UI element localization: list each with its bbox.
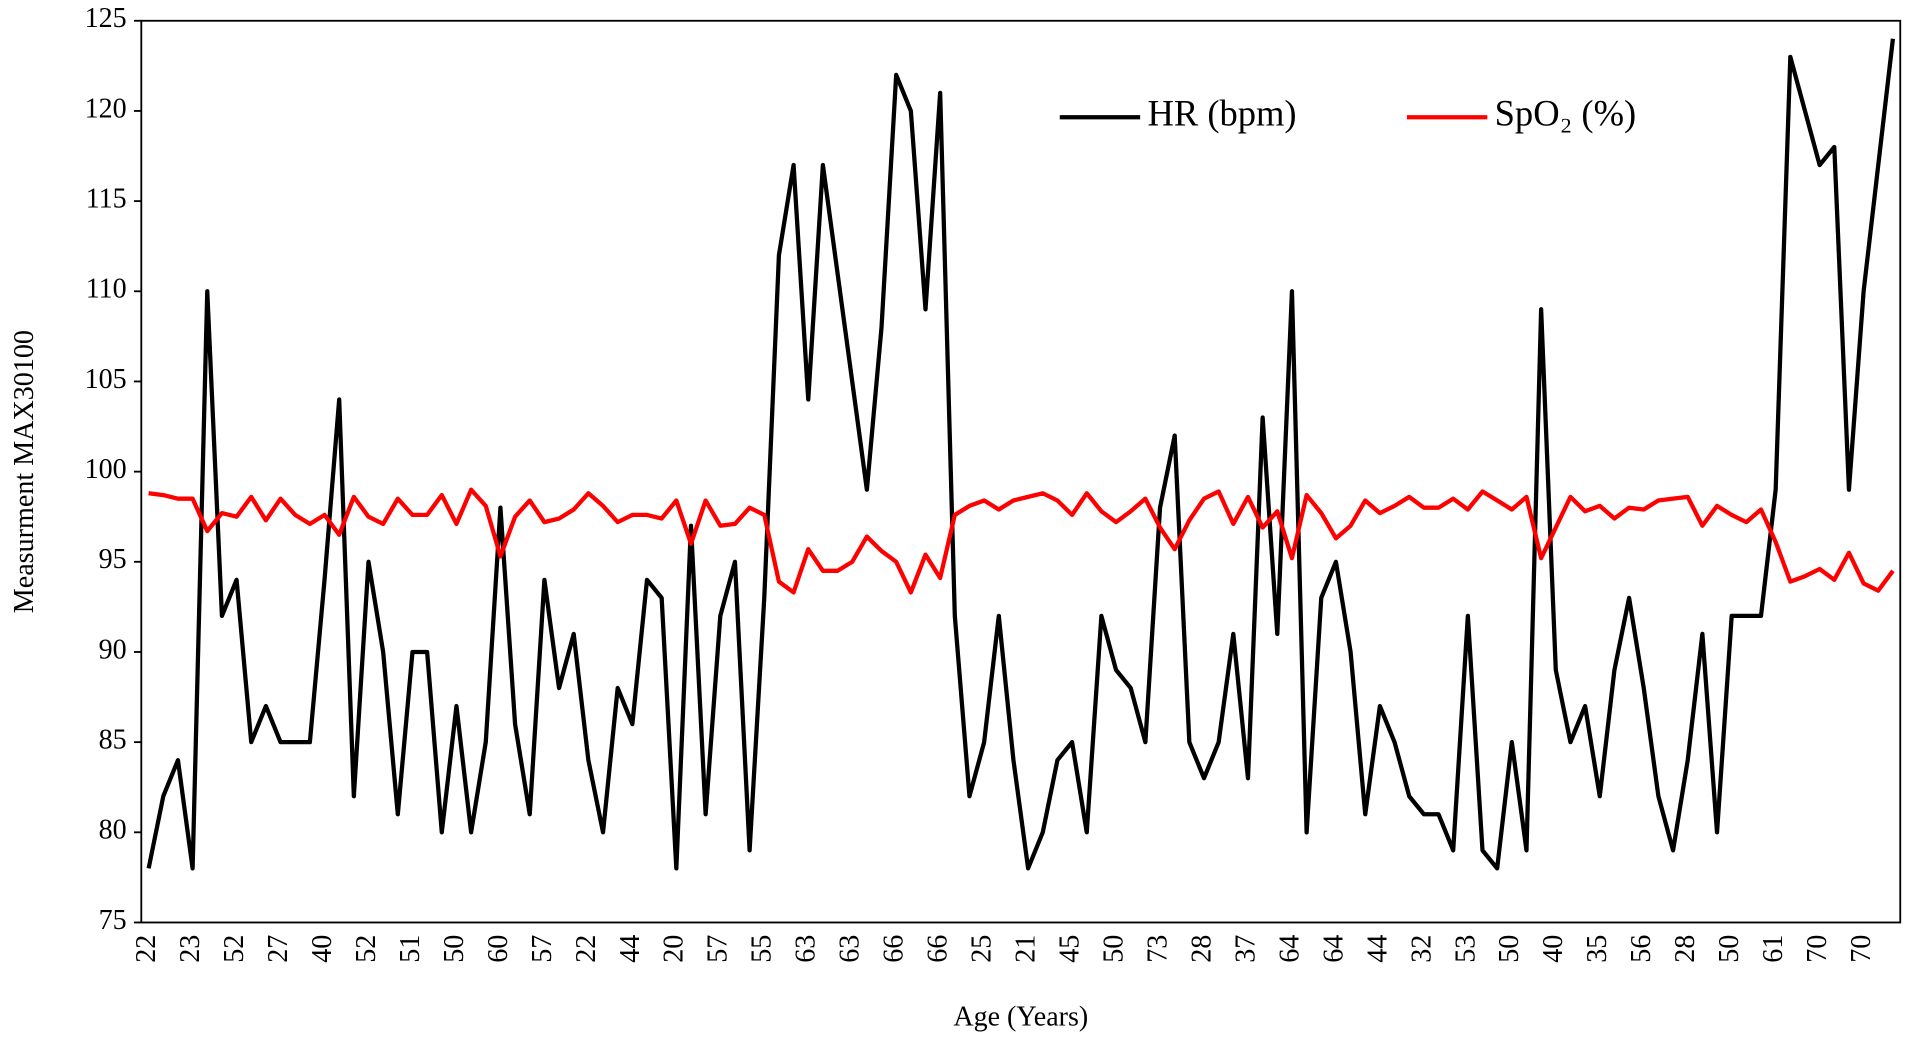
x-tick-label: 50 <box>1714 935 1745 963</box>
x-tick-label: 53 <box>1450 935 1481 963</box>
x-tick-label: 64 <box>1274 935 1305 963</box>
x-tick-label: 20 <box>659 935 690 963</box>
x-tick-label: 50 <box>439 935 470 963</box>
y-tick-label: 105 <box>85 364 127 395</box>
x-tick-label: 66 <box>879 935 910 963</box>
y-tick-label: 100 <box>85 454 127 485</box>
y-tick-label: 80 <box>99 815 127 846</box>
x-tick-label: 64 <box>1318 935 1349 963</box>
x-tick-label: 45 <box>1055 935 1086 963</box>
y-tick-label: 85 <box>99 725 127 756</box>
series-line <box>146 38 1896 871</box>
y-tick-label: 75 <box>99 905 127 936</box>
x-tick-label: 57 <box>527 935 558 963</box>
x-tick-label: 37 <box>1230 935 1261 963</box>
x-tick-label: 63 <box>835 935 866 963</box>
x-tick-label: 40 <box>307 935 338 963</box>
x-tick-label: 55 <box>747 935 778 963</box>
series-line <box>148 487 1895 595</box>
y-tick-label: 95 <box>99 544 127 575</box>
x-tick-label: 44 <box>1362 935 1393 963</box>
x-tick-label: 22 <box>131 935 162 963</box>
x-tick-label: 27 <box>263 935 294 963</box>
x-tick-label: 32 <box>1406 935 1437 963</box>
x-tick-label: 52 <box>219 935 250 963</box>
x-tick-label: 73 <box>1142 935 1173 963</box>
legend-label: SpO₂ (%) <box>1495 93 1637 134</box>
legend-label: HR (bpm) <box>1147 93 1296 134</box>
x-tick-label: 57 <box>703 935 734 963</box>
y-axis-title: Measurment MAX30100 <box>9 330 40 613</box>
x-tick-label: 40 <box>1538 935 1569 963</box>
x-tick-label: 44 <box>615 935 646 963</box>
x-tick-label: 50 <box>1099 935 1130 963</box>
x-tick-label: 23 <box>175 935 206 963</box>
x-tick-label: 70 <box>1846 935 1877 963</box>
y-tick-label: 125 <box>85 3 127 34</box>
x-tick-label: 61 <box>1758 935 1789 963</box>
y-tick-label: 110 <box>86 274 127 305</box>
x-tick-label: 60 <box>483 935 514 963</box>
x-tick-label: 28 <box>1670 935 1701 963</box>
x-tick-label: 22 <box>571 935 602 963</box>
x-tick-label: 66 <box>923 935 954 963</box>
x-tick-label: 21 <box>1011 935 1042 963</box>
plot-frame <box>140 19 1902 924</box>
x-tick-label: 35 <box>1582 935 1613 963</box>
x-tick-label: 50 <box>1494 935 1525 963</box>
x-tick-label: 25 <box>967 935 998 963</box>
x-tick-label: 28 <box>1186 935 1217 963</box>
x-tick-label: 63 <box>791 935 822 963</box>
y-tick-label: 90 <box>99 634 127 665</box>
x-tick-label: 51 <box>395 935 426 963</box>
x-tick-label: 56 <box>1626 935 1657 963</box>
x-axis-title: Age (Years) <box>953 1001 1088 1032</box>
y-tick-label: 120 <box>85 93 127 124</box>
y-tick-label: 115 <box>86 184 127 215</box>
x-tick-label: 70 <box>1802 935 1833 963</box>
x-tick-label: 52 <box>351 935 382 963</box>
